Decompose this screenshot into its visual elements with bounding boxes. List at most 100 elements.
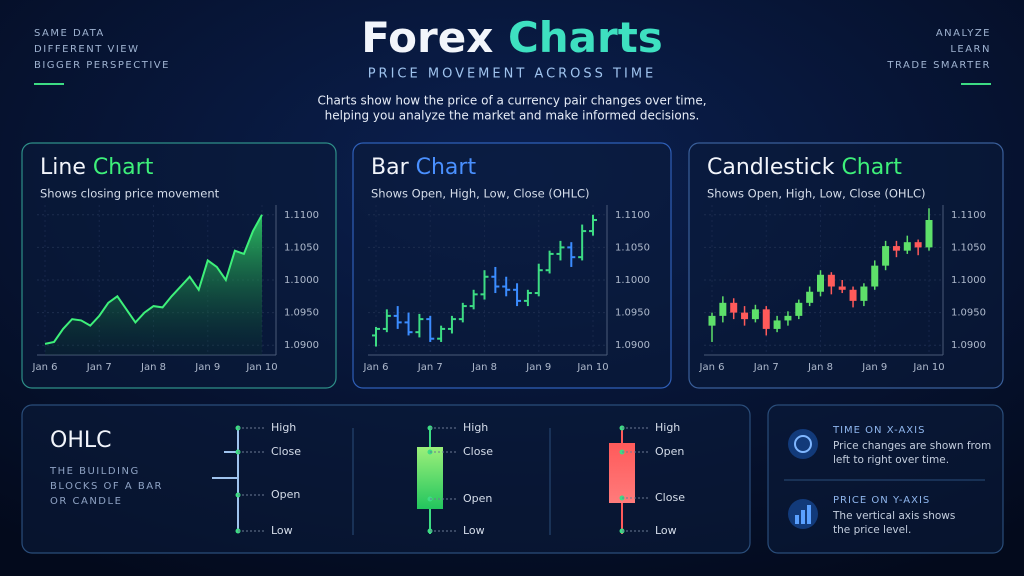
x-tick-label: Jan 9: [525, 362, 551, 373]
chart-title: Line Chart: [40, 155, 154, 180]
y-tick-label: 1.1000: [615, 275, 650, 286]
tagline: LEARN: [950, 44, 991, 55]
candle-body: [838, 286, 846, 290]
ohlc-label: Close: [655, 491, 685, 504]
tagline: BIGGER PERSPECTIVE: [34, 60, 170, 71]
tagline: ANALYZE: [936, 28, 991, 39]
ohlc-label: High: [271, 421, 296, 434]
ohlc-label: Close: [463, 445, 493, 458]
subtitle: PRICE MOVEMENT ACROSS TIME: [368, 67, 657, 82]
chart-subtitle: Shows Open, High, Low, Close (OHLC): [371, 187, 590, 201]
candle-body: [871, 265, 879, 287]
info-title: PRICE ON Y-AXIS: [833, 495, 930, 506]
line: [44, 214, 263, 345]
ohlc-label: Open: [271, 488, 300, 501]
ohlc-label: Low: [271, 524, 293, 537]
ohlc-label: Close: [271, 445, 301, 458]
info-text: left to right over time.: [833, 454, 949, 466]
ohlc-label: High: [463, 421, 488, 434]
candle-body: [730, 302, 738, 313]
ohlc-shapes: [212, 426, 985, 535]
candle-body: [827, 274, 835, 287]
ohlc-description: OR CANDLE: [50, 496, 122, 507]
ohlc-description: THE BUILDING: [49, 466, 140, 477]
tagline: DIFFERENT VIEW: [34, 44, 140, 55]
tagline: TRADE SMARTER: [886, 60, 991, 71]
y-tick-label: 1.0900: [951, 340, 986, 351]
candle-body: [795, 302, 803, 316]
chart-title-accent: Chart: [416, 155, 477, 180]
tagline: SAME DATA: [34, 28, 105, 39]
x-tick-label: Jan 7: [417, 362, 443, 373]
candle-body: [806, 291, 814, 303]
chart-title-main: Bar: [371, 155, 410, 180]
candle-body: [860, 286, 868, 301]
x-tick-label: Jan 7: [753, 362, 779, 373]
y-tick-label: 1.1050: [615, 242, 650, 253]
x-tick-label: Jan 9: [861, 362, 887, 373]
candle-body: [817, 274, 824, 292]
x-tick-label: Jan 7: [86, 362, 112, 373]
ohlc-title: OHLC: [50, 428, 111, 453]
x-tick-label: Jan 10: [912, 362, 944, 373]
chart-subtitle: Shows closing price movement: [40, 187, 220, 201]
chart-title: Candlestick Chart: [707, 155, 902, 180]
candle-body: [741, 312, 749, 320]
y-tick-label: 1.0950: [951, 308, 986, 319]
candle-body: [708, 315, 716, 326]
y-tick-label: 1.1100: [615, 210, 650, 221]
y-tick-label: 1.1000: [951, 275, 986, 286]
y-tick-label: 1.0900: [615, 340, 650, 351]
ohlc-label: Low: [655, 524, 677, 537]
x-tick-label: Jan 6: [699, 362, 725, 373]
info-text: the price level.: [833, 524, 911, 536]
candle-body: [784, 315, 792, 321]
info-text: Price changes are shown from: [833, 440, 991, 452]
y-tick-label: 1.0900: [284, 340, 319, 351]
candle-body: [903, 242, 911, 251]
y-tick-label: 1.1000: [284, 275, 319, 286]
x-tick-label: Jan 8: [471, 362, 497, 373]
chart-subtitle: Shows Open, High, Low, Close (OHLC): [707, 187, 926, 201]
x-tick-label: Jan 6: [32, 362, 58, 373]
y-tick-label: 1.0950: [284, 308, 319, 319]
ohlc-description: BLOCKS OF A BAR: [50, 481, 163, 492]
y-tick-label: 1.0950: [615, 308, 650, 319]
title: Forex Charts: [361, 13, 663, 62]
x-tick-label: Jan 10: [576, 362, 608, 373]
y-tick-label: 1.1100: [951, 210, 986, 221]
x-tick-label: Jan 9: [194, 362, 220, 373]
chart-title-main: Candlestick: [707, 155, 835, 180]
chart-title-accent: Chart: [93, 155, 154, 180]
x-tick-label: Jan 6: [363, 362, 389, 373]
candle-body: [773, 320, 781, 329]
candle-body: [892, 246, 900, 251]
title-accent: Charts: [508, 13, 663, 62]
info-text: The vertical axis shows: [832, 510, 955, 522]
description: Charts show how the price of a currency …: [317, 94, 706, 108]
candle-body: [882, 246, 890, 266]
chart-title-accent: Chart: [841, 155, 902, 180]
ohlc-label: High: [655, 421, 680, 434]
x-tick-label: Jan 8: [140, 362, 166, 373]
candle-body: [925, 220, 933, 248]
candle-body: [914, 242, 922, 248]
ohlc-label: Open: [655, 445, 684, 458]
y-tick-label: 1.1100: [284, 210, 319, 221]
title-main: Forex: [361, 13, 493, 62]
chart-title: Bar Chart: [371, 155, 476, 180]
x-tick-label: Jan 8: [807, 362, 833, 373]
chart-title-main: Line: [40, 155, 86, 180]
y-tick-label: 1.1050: [951, 242, 986, 253]
y-tick-label: 1.1050: [284, 242, 319, 253]
info-title: TIME ON X-AXIS: [832, 425, 925, 436]
area: [45, 214, 262, 355]
candle-body: [719, 302, 727, 316]
description: helping you analyze the market and make …: [325, 109, 700, 123]
candle-body: [751, 309, 759, 320]
ohlc-label: Open: [463, 492, 492, 505]
candle-body: [762, 309, 770, 329]
ohlc-label: Low: [463, 524, 485, 537]
